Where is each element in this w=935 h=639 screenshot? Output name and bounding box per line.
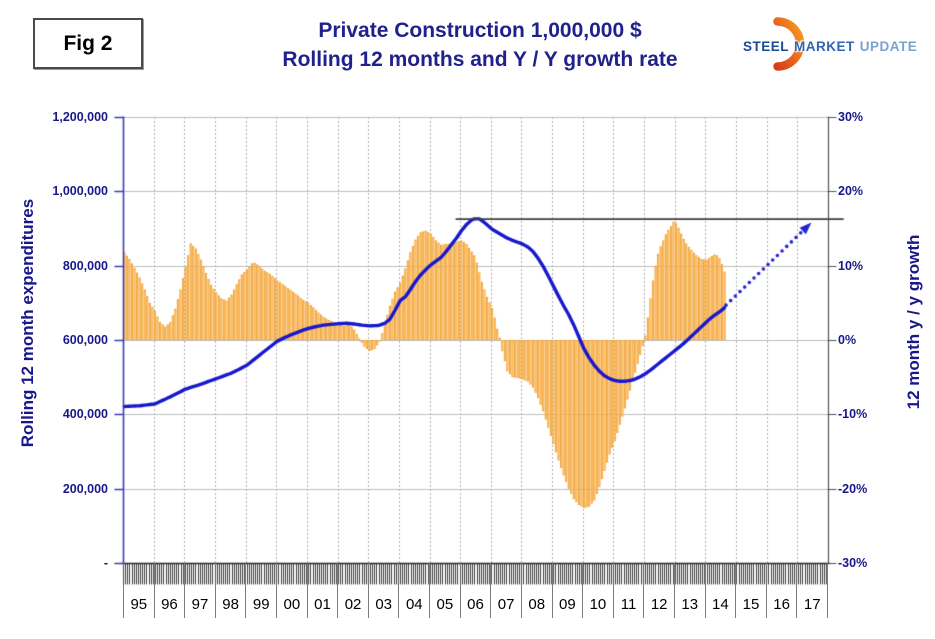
right-axis-tick-label: -10%: [838, 407, 868, 422]
year-label-cell: 03: [369, 563, 400, 618]
year-label-cell: 01: [308, 563, 339, 618]
year-label-cell: 96: [155, 563, 186, 618]
year-label-cell: 15: [736, 563, 767, 618]
right-axis-title: 12 month y / y growth: [904, 234, 923, 410]
right-axis-tick-label: -30%: [838, 556, 868, 570]
year-label-cell: 04: [399, 563, 431, 618]
year-label-cell: 11: [614, 563, 645, 618]
right-axis-tick-label: 10%: [838, 258, 864, 273]
year-label-cell: 05: [430, 563, 461, 618]
left-axis-tick-label: 1,200,000: [52, 110, 108, 124]
year-label-cell: 06: [461, 563, 492, 618]
year-label-cell: 00: [277, 563, 308, 618]
left-axis-tick-label: -: [103, 556, 108, 570]
right-axis-tick-label: 0%: [838, 333, 857, 347]
year-label-cell: 17: [803, 596, 821, 613]
year-label-cell: 09: [553, 563, 584, 618]
left-axis-tick-label: 1,000,000: [52, 184, 108, 199]
year-label-cell: 97: [185, 563, 216, 618]
year-label-cell: 02: [338, 563, 369, 618]
x-axis-year-labels: 95 96 97 98 99 00 01 02 03 04 05 06 07 08 09 10 11 12 13 14…: [123, 563, 828, 618]
year-label-cell: 16: [767, 563, 798, 618]
right-axis-tick-label: -20%: [838, 481, 868, 496]
right-axis-tick-label: 20%: [838, 184, 864, 199]
year-label-cell: 99: [246, 563, 278, 618]
left-axis-tick-label: 600,000: [62, 333, 108, 347]
year-label-cell: 14: [706, 563, 737, 618]
year-label-cell: 10: [583, 563, 614, 618]
right-axis-tick-label: 30%: [838, 110, 864, 124]
left-axis-tick-label: 200,000: [62, 481, 108, 496]
year-label-cell: 07: [491, 563, 522, 618]
year-label-cell: 08: [522, 563, 553, 618]
year-label-cell: 95: [124, 563, 155, 618]
left-axis-tick-label: 800,000: [62, 258, 108, 273]
left-axis-title: Rolling 12 month expenditures: [18, 198, 37, 448]
left-axis-tick-label: 400,000: [62, 407, 108, 422]
year-label-cell: 13: [675, 563, 706, 618]
year-label-cell: 98: [216, 563, 247, 618]
year-label-cell: 12: [644, 563, 675, 618]
